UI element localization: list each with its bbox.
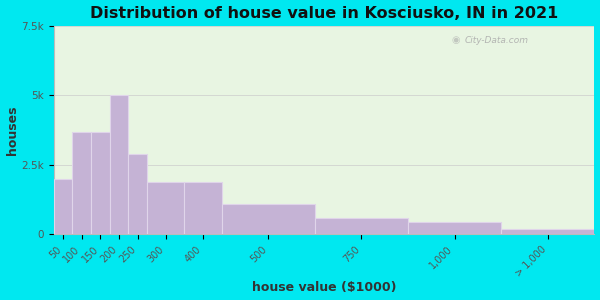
Bar (184, 182, 221, 234)
Bar (408, 222, 501, 234)
Text: ◉: ◉ (451, 35, 460, 45)
Bar (128, 154, 147, 234)
Text: City-Data.com: City-Data.com (464, 36, 529, 45)
Bar (54, 179, 73, 234)
Bar (501, 229, 595, 234)
Bar (221, 204, 315, 234)
Title: Distribution of house value in Kosciusko, IN in 2021: Distribution of house value in Kosciusko… (90, 6, 558, 21)
Bar (73, 131, 91, 234)
Y-axis label: houses: houses (5, 105, 19, 155)
Bar (91, 131, 110, 234)
X-axis label: house value ($1000): house value ($1000) (252, 281, 397, 294)
Bar (147, 182, 184, 234)
Bar (315, 218, 408, 234)
Bar (110, 95, 128, 234)
